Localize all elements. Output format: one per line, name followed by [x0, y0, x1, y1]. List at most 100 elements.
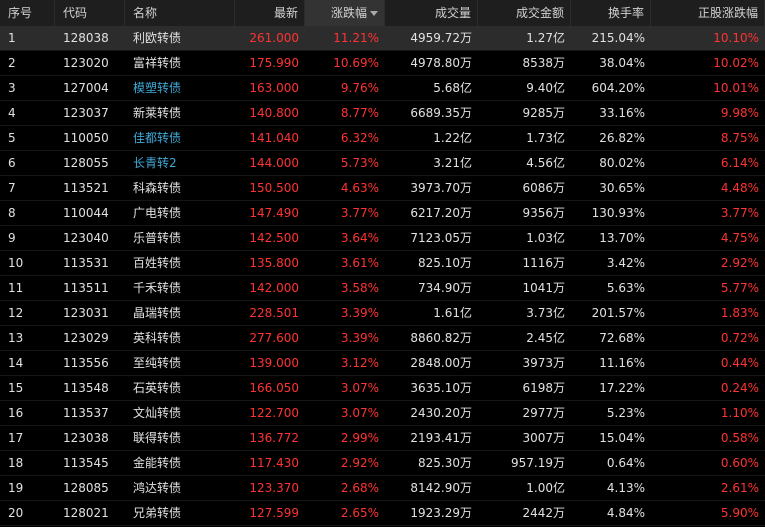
sort-desc-icon	[370, 11, 378, 16]
header-latest[interactable]: 最新	[235, 0, 305, 26]
cell-stock-change-pct: 0.24%	[720, 381, 759, 395]
table-row[interactable]: 20 128021 兄弟转债 127.599 2.65% 1923.29万 2442万 4.8…	[0, 501, 765, 526]
cell-volume: 3.21亿	[433, 156, 472, 170]
cell-stock-change-pct: 4.48%	[720, 181, 759, 195]
cell-volume: 734.90万	[418, 281, 472, 295]
cell-volume: 6217.20万	[410, 206, 472, 220]
table-row[interactable]: 6 128055 长青转2 144.000 5.73% 3.21亿 4.56亿 80.02% 6…	[0, 151, 765, 176]
cell-turnover: 5.63%	[606, 281, 645, 295]
cell-turnover: 3.42%	[606, 256, 645, 270]
cell-turnover: 0.64%	[606, 456, 645, 470]
cell-name[interactable]: 利欧转债	[133, 31, 182, 45]
cell-turnover: 4.84%	[606, 506, 645, 520]
cell-change-pct: 3.07%	[340, 381, 379, 395]
cell-turnover: 30.65%	[599, 181, 645, 195]
cell-stock-change-pct: 3.77%	[720, 206, 759, 220]
header-amount[interactable]: 成交金额	[478, 0, 571, 26]
cell-name[interactable]: 金能转债	[133, 456, 182, 470]
cell-code: 110044	[63, 206, 109, 220]
cell-change-pct: 2.65%	[340, 506, 379, 520]
table-row[interactable]: 13 123029 英科转债 277.600 3.39% 8860.82万 2.45亿 72.…	[0, 326, 765, 351]
cell-code: 113548	[63, 381, 109, 395]
table-row[interactable]: 12 123031 晶瑞转债 228.501 3.39% 1.61亿 3.73亿 201.57…	[0, 301, 765, 326]
cell-name[interactable]: 英科转债	[133, 331, 182, 345]
header-seq[interactable]: 序号	[0, 0, 55, 26]
cell-amount: 3.73亿	[526, 306, 565, 320]
table-row[interactable]: 1 128038 利欧转债 261.000 11.21% 4959.72万 1.27亿 215…	[0, 26, 765, 51]
header-stock-change-pct[interactable]: 正股涨跌幅	[651, 0, 765, 26]
cell-stock-change-pct: 2.61%	[720, 481, 759, 495]
cell-change-pct: 5.73%	[340, 156, 379, 170]
cell-turnover: 38.04%	[599, 56, 645, 70]
cell-volume: 8860.82万	[410, 331, 472, 345]
table-row[interactable]: 16 113537 文灿转债 122.700 3.07% 2430.20万 2977万 5.2…	[0, 401, 765, 426]
cell-change-pct: 3.39%	[340, 306, 379, 320]
cell-stock-change-pct: 10.02%	[713, 56, 759, 70]
cell-seq: 1	[8, 31, 16, 45]
cell-amount: 4.56亿	[526, 156, 565, 170]
cell-name[interactable]: 富祥转债	[133, 56, 182, 70]
table-row[interactable]: 10 113531 百姓转债 135.800 3.61% 825.10万 1116万 3.42…	[0, 251, 765, 276]
table-row[interactable]: 4 123037 新莱转债 140.800 8.77% 6689.35万 9285万 33.1…	[0, 101, 765, 126]
header-change-pct[interactable]: 涨跌幅	[305, 0, 385, 26]
table-row[interactable]: 8 110044 广电转债 147.490 3.77% 6217.20万 9356万 130.…	[0, 201, 765, 226]
cell-stock-change-pct: 4.75%	[720, 231, 759, 245]
cell-seq: 17	[8, 431, 24, 445]
cell-amount: 9.40亿	[526, 81, 565, 95]
cell-latest: 123.370	[249, 481, 299, 495]
cell-volume: 2848.00万	[410, 356, 472, 370]
cell-name[interactable]: 兄弟转债	[133, 506, 182, 520]
cell-name[interactable]: 千禾转债	[133, 281, 182, 295]
table-row[interactable]: 15 113548 石英转债 166.050 3.07% 3635.10万 6198万 17.…	[0, 376, 765, 401]
cell-name[interactable]: 乐普转债	[133, 231, 182, 245]
cell-stock-change-pct: 0.60%	[720, 456, 759, 470]
table-header: 序号 代码 名称 最新 涨跌幅 成交量 成交金额 换手率 正股涨跌幅	[0, 0, 765, 26]
table-row[interactable]: 5 110050 佳都转债 141.040 6.32% 1.22亿 1.73亿 26.82% 8…	[0, 126, 765, 151]
cell-code: 128085	[63, 481, 109, 495]
cell-amount: 2.45亿	[526, 331, 565, 345]
cell-code: 113521	[63, 181, 109, 195]
cell-amount: 1116万	[522, 256, 565, 270]
header-turnover[interactable]: 换手率	[571, 0, 651, 26]
cell-name[interactable]: 科森转债	[133, 181, 182, 195]
cell-change-pct: 2.99%	[340, 431, 379, 445]
cell-seq: 3	[8, 81, 16, 95]
cell-change-pct: 3.64%	[340, 231, 379, 245]
table-row[interactable]: 18 113545 金能转债 117.430 2.92% 825.30万 957.19万 0.…	[0, 451, 765, 476]
cell-name[interactable]: 鸿达转债	[133, 481, 182, 495]
cell-latest: 228.501	[249, 306, 299, 320]
cell-name[interactable]: 晶瑞转债	[133, 306, 182, 320]
cell-turnover: 72.68%	[599, 331, 645, 345]
table-row[interactable]: 11 113511 千禾转债 142.000 3.58% 734.90万 1041万 5.63…	[0, 276, 765, 301]
cell-name[interactable]: 广电转债	[133, 206, 182, 220]
table-row[interactable]: 9 123040 乐普转债 142.500 3.64% 7123.05万 1.03亿 13.7…	[0, 226, 765, 251]
table-row[interactable]: 19 128085 鸿达转债 123.370 2.68% 8142.90万 1.00亿 4.1…	[0, 476, 765, 501]
cell-name[interactable]: 百姓转债	[133, 256, 182, 270]
cell-volume: 5.68亿	[433, 81, 472, 95]
cell-amount: 9356万	[522, 206, 565, 220]
table-row[interactable]: 17 123038 联得转债 136.772 2.99% 2193.41万 3007万 15.…	[0, 426, 765, 451]
cell-name[interactable]: 文灿转债	[133, 406, 182, 420]
header-code[interactable]: 代码	[55, 0, 125, 26]
cell-name[interactable]: 模塑转债	[133, 81, 182, 95]
cell-seq: 4	[8, 106, 16, 120]
table-row[interactable]: 3 127004 模塑转债 163.000 9.76% 5.68亿 9.40亿 604.20%…	[0, 76, 765, 101]
cell-name[interactable]: 联得转债	[133, 431, 182, 445]
cell-name[interactable]: 新莱转债	[133, 106, 182, 120]
cell-name[interactable]: 佳都转债	[133, 131, 182, 145]
table-row[interactable]: 2 123020 富祥转债 175.990 10.69% 4978.80万 8538万 38.…	[0, 51, 765, 76]
cell-change-pct: 9.76%	[340, 81, 379, 95]
cell-seq: 15	[8, 381, 24, 395]
cell-name[interactable]: 至纯转债	[133, 356, 182, 370]
cell-name[interactable]: 石英转债	[133, 381, 182, 395]
cell-code: 123040	[63, 231, 109, 245]
cell-latest: 277.600	[249, 331, 299, 345]
header-volume[interactable]: 成交量	[385, 0, 478, 26]
cell-name[interactable]: 长青转2	[133, 156, 177, 170]
cell-stock-change-pct: 0.44%	[720, 356, 759, 370]
cell-stock-change-pct: 10.01%	[713, 81, 759, 95]
cell-volume: 2430.20万	[410, 406, 472, 420]
table-row[interactable]: 7 113521 科森转债 150.500 4.63% 3973.70万 6086万 30.6…	[0, 176, 765, 201]
header-name[interactable]: 名称	[125, 0, 235, 26]
table-row[interactable]: 14 113556 至纯转债 139.000 3.12% 2848.00万 3973万 11.…	[0, 351, 765, 376]
